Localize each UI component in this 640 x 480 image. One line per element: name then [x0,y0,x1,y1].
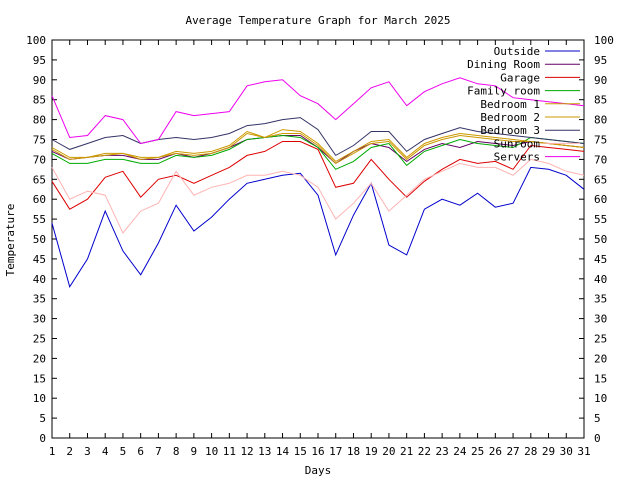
x-tick-label: 17 [329,445,342,458]
y-tick-label: 60 [33,193,46,206]
y-tick-label: 85 [33,94,46,107]
x-tick-label: 4 [102,445,109,458]
y-tick-label: 0 [39,432,46,445]
x-tick-label: 2 [66,445,73,458]
series-line-garage [51,141,585,210]
legend-label-servers: Servers [494,151,540,164]
y-tick-label: 70 [33,153,46,166]
series-line-family-room [51,134,585,170]
legend-label-family-room: Family room [467,85,540,98]
y-tick-label: 55 [33,213,46,226]
y-tick-label: 5 [39,412,46,425]
x-tick-label: 24 [453,445,467,458]
y-tick-label: 100 [26,34,46,47]
y-tick-label-right: 0 [594,432,601,445]
series-line-outside [51,166,585,289]
x-tick-label: 1 [49,445,56,458]
y-tick-label: 50 [33,233,46,246]
legend-label-bedroom-2: Bedroom 2 [480,111,540,124]
x-tick-label: 23 [436,445,449,458]
x-tick-label: 3 [84,445,91,458]
x-tick-label: 21 [400,445,413,458]
legend-label-bedroom-1: Bedroom 1 [480,98,540,111]
y-tick-label-right: 95 [594,54,607,67]
x-tick-label: 18 [347,445,360,458]
y-tick-label-right: 15 [594,372,607,385]
legend-label-dining-room: Dining Room [467,58,540,71]
legend-label-outside: Outside [494,45,540,58]
y-tick-label-right: 40 [594,273,607,286]
x-tick-label: 20 [382,445,395,458]
series-line-servers [51,77,585,145]
y-tick-label-right: 70 [594,153,607,166]
x-tick-label: 11 [223,445,236,458]
x-tick-label: 29 [542,445,555,458]
y-tick-label-right: 25 [594,333,607,346]
y-tick-label: 45 [33,253,46,266]
x-tick-label: 26 [489,445,502,458]
y-tick-label: 25 [33,333,46,346]
y-tick-label: 10 [33,392,46,405]
y-tick-label-right: 65 [594,173,607,186]
x-tick-label: 13 [258,445,271,458]
y-tick-label-right: 30 [594,313,607,326]
y-tick-label-right: 35 [594,293,607,306]
series-line-sunroom [51,158,585,234]
x-tick-label: 28 [524,445,537,458]
x-tick-label: 16 [311,445,324,458]
chart-title: Average Temperature Graph for March 2025 [186,14,451,27]
series-layer [51,77,585,289]
y-tick-label: 75 [33,134,46,147]
y-tick-label: 30 [33,313,46,326]
legend-label-bedroom-3: Bedroom 3 [480,124,540,137]
legend-label-sunroom: Sunroom [494,137,541,150]
y-tick-label: 20 [33,352,46,365]
x-axis-label: Days [305,464,332,477]
y-tick-label: 90 [33,74,46,87]
x-tick-label: 6 [137,445,144,458]
y-tick-label-right: 20 [594,352,607,365]
y-tick-label-right: 45 [594,253,607,266]
y-tick-label: 40 [33,273,46,286]
series-line-bedroom-2 [51,132,585,165]
x-tick-label: 22 [418,445,431,458]
x-tick-label: 8 [173,445,180,458]
x-tick-label: 30 [560,445,573,458]
y-tick-label-right: 100 [594,34,614,47]
y-tick-label-right: 80 [594,114,607,127]
y-tick-label-right: 75 [594,134,607,147]
y-tick-label-right: 5 [594,412,601,425]
x-tick-label: 25 [471,445,484,458]
x-tick-label: 7 [155,445,162,458]
x-tick-label: 31 [577,445,590,458]
y-tick-label-right: 90 [594,74,607,87]
y-tick-label-right: 55 [594,213,607,226]
y-tick-label: 65 [33,173,46,186]
y-tick-label-right: 60 [594,193,607,206]
x-tick-label: 19 [365,445,378,458]
y-tick-label-right: 10 [594,392,607,405]
y-tick-label-right: 50 [594,233,607,246]
y-axis-label: Temperature [4,204,17,277]
legend-label-garage: Garage [500,71,540,84]
y-tick-label: 15 [33,372,46,385]
x-tick-label: 12 [240,445,253,458]
series-line-bedroom-1 [51,129,585,163]
y-tick-label-right: 85 [594,94,607,107]
x-tick-label: 15 [294,445,307,458]
x-tick-label: 5 [120,445,127,458]
x-tick-label: 10 [205,445,218,458]
y-tick-label: 95 [33,54,46,67]
x-tick-label: 14 [276,445,290,458]
y-tick-label: 80 [33,114,46,127]
y-tick-label: 35 [33,293,46,306]
x-tick-label: 27 [506,445,519,458]
x-tick-label: 9 [191,445,198,458]
